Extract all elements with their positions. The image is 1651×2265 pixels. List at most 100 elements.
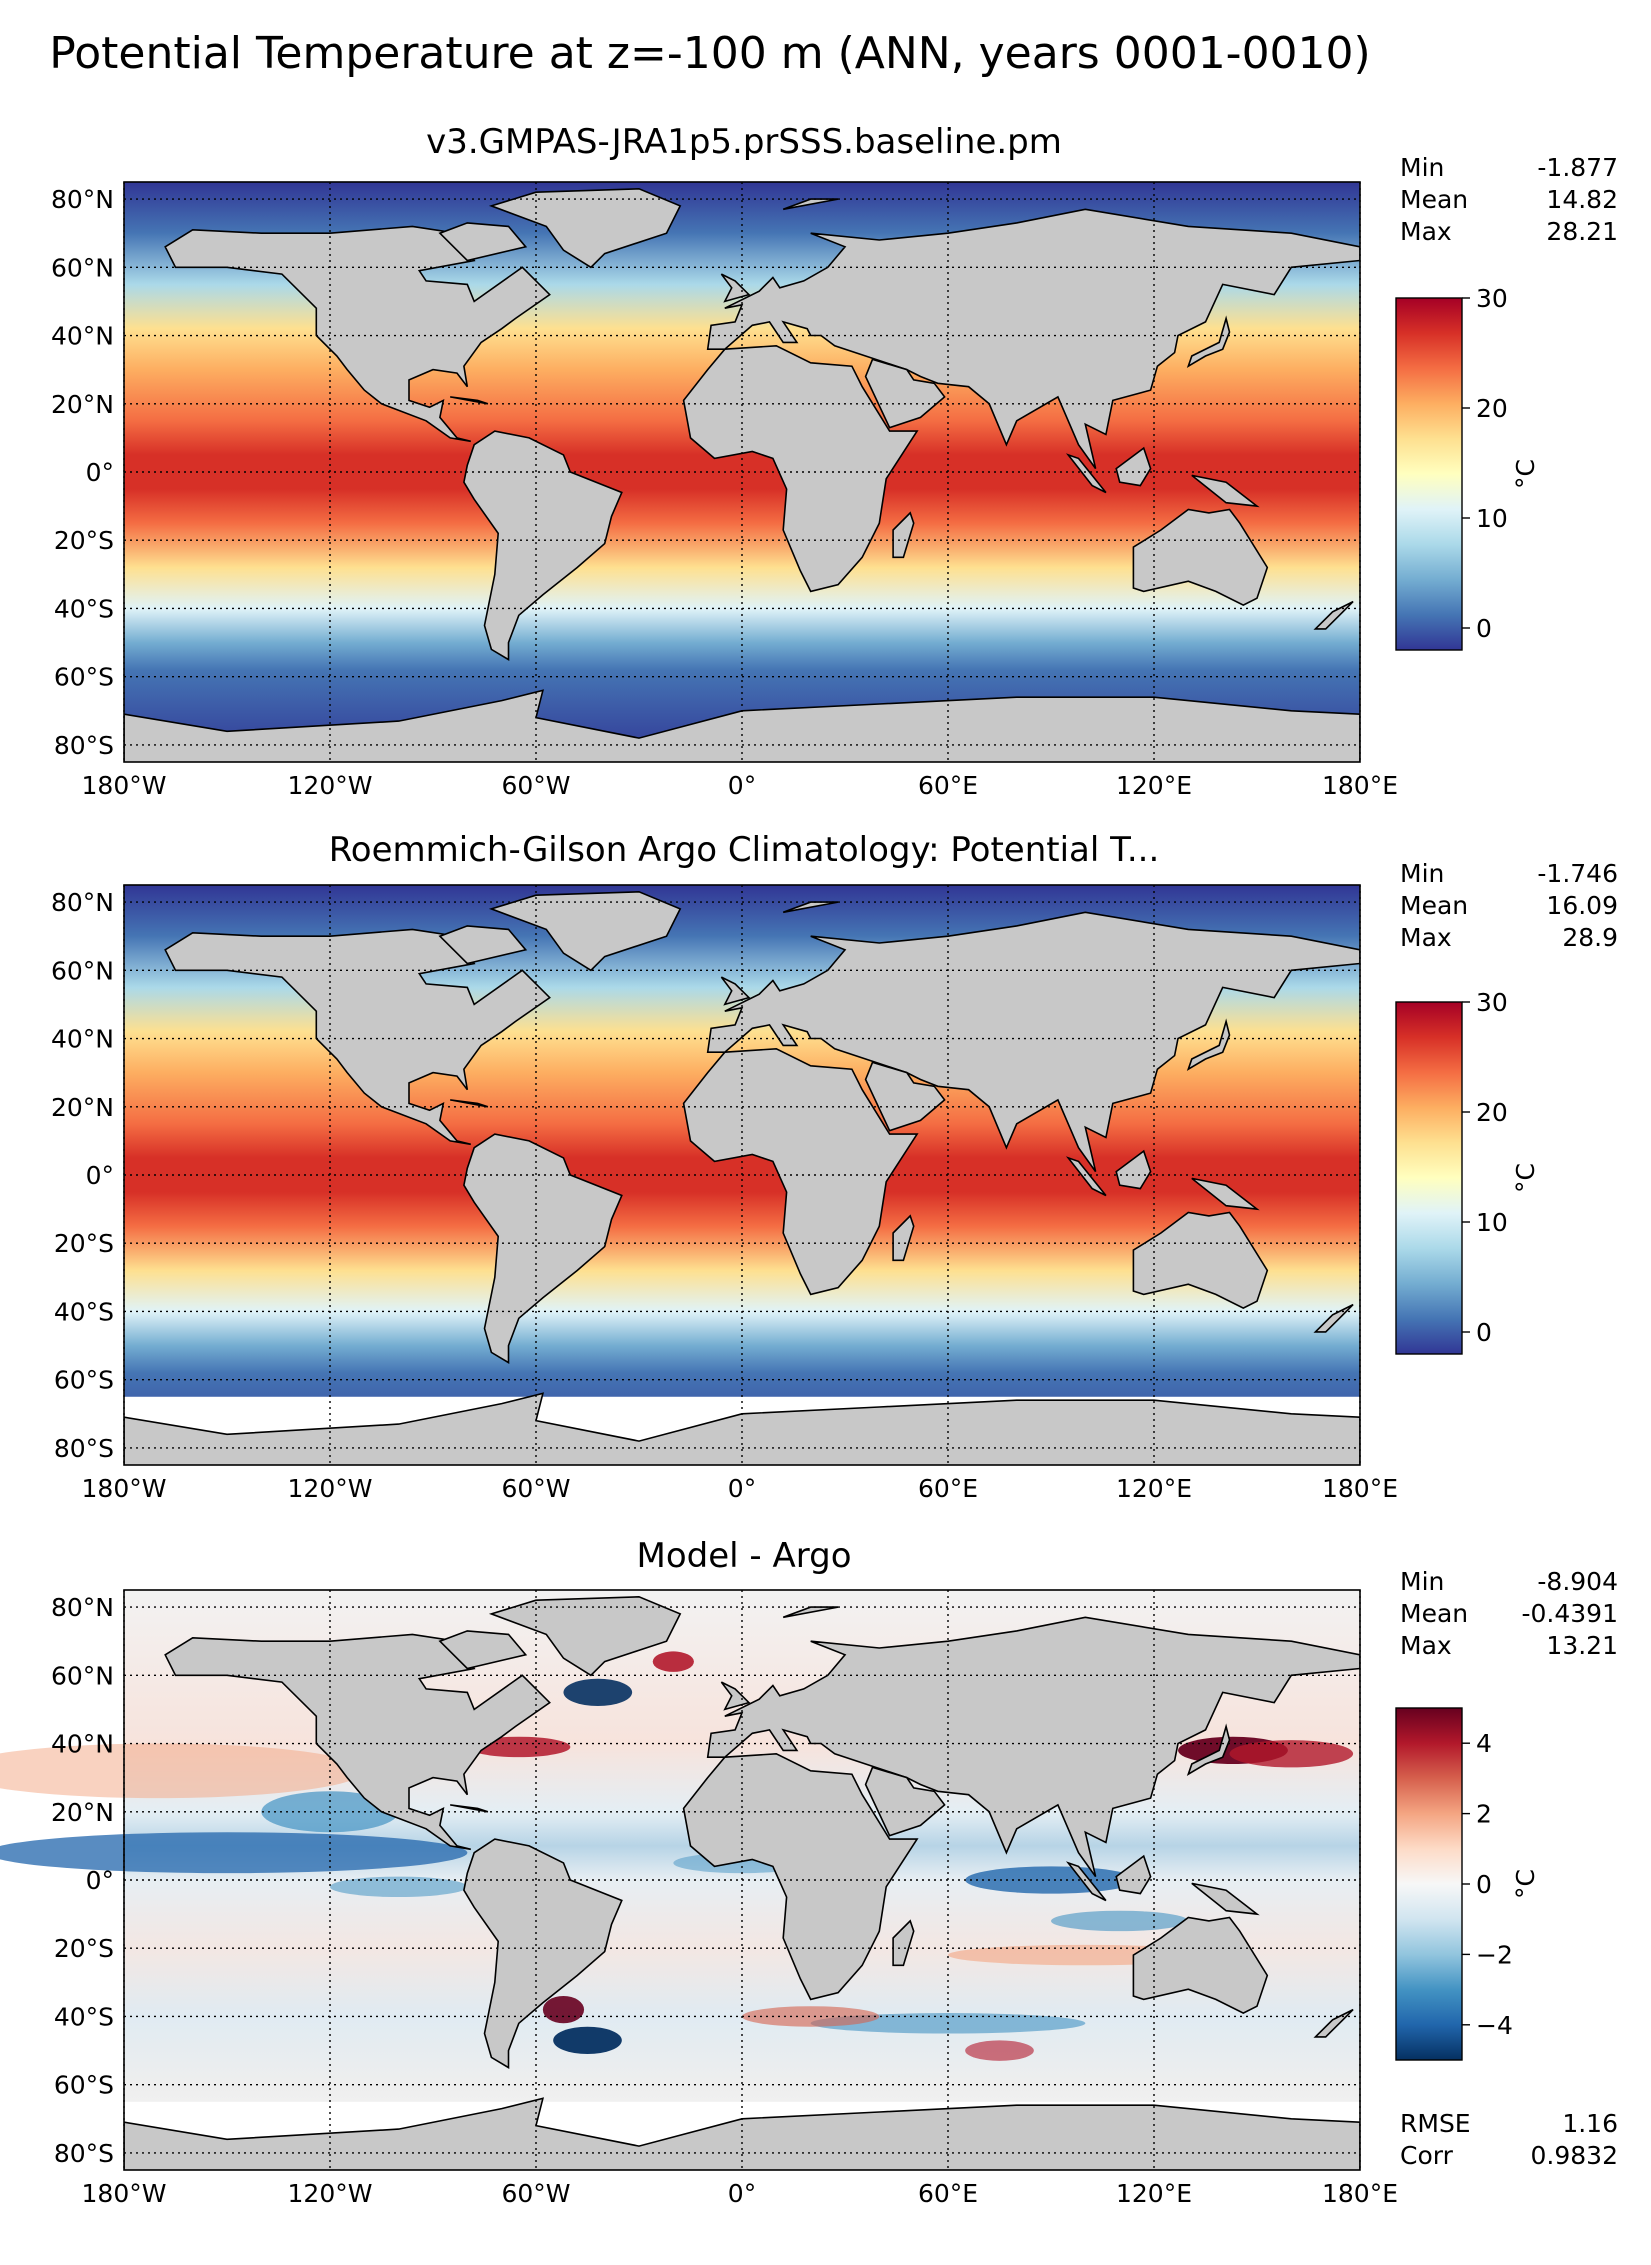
map-panel-2: 180°W 120°W 60°W 0° 60°E 120°E 180°E80°N60°N40… <box>0 1589 1540 2208</box>
anomaly-region <box>0 1832 468 1874</box>
land-sumatra <box>1065 453 1107 494</box>
y-tick-label: 80°S <box>54 2139 114 2168</box>
x-tick-label: 120°E <box>1116 2179 1192 2208</box>
anomaly-region <box>0 1743 365 1799</box>
land-australia <box>1132 1211 1269 1309</box>
land-africa <box>682 344 919 593</box>
y-tick-label: 20°S <box>54 526 114 555</box>
x-tick-label: 120°W <box>288 2179 373 2208</box>
y-tick-label: 60°N <box>51 253 114 282</box>
y-tick-label: 40°S <box>54 594 114 623</box>
land-eurasia <box>706 1616 1360 1878</box>
land-madagascar <box>892 511 915 559</box>
y-tick-label: 40°N <box>51 1730 114 1759</box>
land-borneo <box>1115 446 1152 487</box>
y-tick-label: 80°N <box>51 888 114 917</box>
land-eurasia <box>706 911 1360 1173</box>
x-tick-label: 0° <box>728 1474 756 1503</box>
x-tick-label: 60°W <box>501 1474 570 1503</box>
land-greenland <box>488 187 682 269</box>
land-cuba <box>450 1804 489 1813</box>
y-tick-label: 60°S <box>54 663 114 692</box>
map-frame <box>123 1589 1361 2171</box>
land-north-america <box>164 1633 551 1851</box>
x-tick-label: 60°E <box>918 2179 978 2208</box>
y-tick-label: 40°S <box>54 2002 114 2031</box>
land-sumatra <box>1065 1156 1107 1197</box>
anomaly-region <box>965 2040 1034 2061</box>
colorbar-tick-label: 4 <box>1476 1729 1492 1758</box>
colorbar-label: °C <box>1511 1869 1540 1899</box>
land-madagascar <box>892 1919 915 1967</box>
land-greenland <box>488 890 682 972</box>
land-south-america <box>463 1838 623 2070</box>
land-svalbard-franz-josef <box>782 198 839 211</box>
land-antarctica <box>124 689 1360 762</box>
land-south-america <box>463 1133 623 1365</box>
land-baffin-island <box>438 1630 528 1670</box>
colorbar-tick-label: 10 <box>1476 1208 1508 1237</box>
y-tick-label: 60°S <box>54 1366 114 1395</box>
land-north-america <box>164 928 551 1146</box>
anomaly-region <box>330 1876 468 1898</box>
x-tick-label: 180°W <box>82 2179 167 2208</box>
land-borneo <box>1115 1854 1152 1895</box>
land-svalbard-franz-josef <box>782 1606 839 1619</box>
x-tick-label: 180°E <box>1322 2179 1398 2208</box>
anomaly-region <box>965 1866 1137 1894</box>
y-tick-label: 40°N <box>51 1025 114 1054</box>
colorbar <box>1395 297 1463 651</box>
y-tick-label: 80°N <box>51 185 114 214</box>
anomaly-region <box>563 1678 633 1706</box>
land-australia <box>1132 1916 1269 2014</box>
colorbar-tick-label: 20 <box>1476 1098 1508 1127</box>
y-tick-label: 80°S <box>54 731 114 760</box>
anomaly-region <box>542 1996 585 2024</box>
land-arabia <box>864 358 946 429</box>
y-tick-label: 60°S <box>54 2071 114 2100</box>
colorbar-tick-label: −4 <box>1476 2011 1513 2040</box>
land-japan <box>1186 1018 1231 1071</box>
y-tick-label: 0° <box>86 458 114 487</box>
colorbar-tick-label: 10 <box>1476 504 1508 533</box>
y-tick-label: 40°N <box>51 322 114 351</box>
land-cuba <box>450 1099 489 1108</box>
land-baffin-island <box>438 222 528 262</box>
x-tick-label: 60°E <box>918 1474 978 1503</box>
figure-title: Potential Temperature at z=-100 m (ANN, … <box>49 28 1371 79</box>
land-baffin-island <box>438 925 528 965</box>
land-borneo <box>1115 1149 1152 1190</box>
x-tick-label: 0° <box>728 2179 756 2208</box>
x-tick-label: 60°W <box>501 771 570 800</box>
y-tick-label: 20°S <box>54 1229 114 1258</box>
colorbar-label: °C <box>1511 1163 1540 1193</box>
y-tick-label: 80°N <box>51 1593 114 1622</box>
land-new-guinea <box>1191 1882 1260 1916</box>
y-tick-label: 0° <box>86 1161 114 1190</box>
y-tick-label: 0° <box>86 1866 114 1895</box>
x-tick-label: 180°E <box>1322 771 1398 800</box>
land-uk <box>720 1681 751 1711</box>
land-antarctica <box>124 1392 1360 1465</box>
land-north-america <box>164 225 551 443</box>
land-uk <box>720 976 751 1006</box>
y-tick-label: 60°N <box>51 956 114 985</box>
anomaly-region <box>1229 1740 1354 1768</box>
land-cuba <box>450 396 489 405</box>
x-tick-label: 120°E <box>1116 1474 1192 1503</box>
map-panel-1: 180°W 120°W 60°W 0° 60°E 120°E 180°E 80°N 60°N 40… <box>51 884 1540 1503</box>
land-africa <box>682 1047 919 1296</box>
x-tick-label: 180°E <box>1322 1474 1398 1503</box>
anomaly-region <box>652 1651 694 1672</box>
colorbar-tick-label: 20 <box>1476 394 1508 423</box>
y-tick-label: 20°N <box>51 1093 114 1122</box>
land-eurasia <box>706 208 1360 470</box>
land-layer <box>124 1595 1360 2170</box>
x-tick-label: 120°W <box>288 771 373 800</box>
anomaly-region <box>742 2006 880 2027</box>
land-japan <box>1186 315 1231 368</box>
land-sumatra <box>1065 1861 1107 1902</box>
colorbar-tick-label: −2 <box>1476 1940 1513 1969</box>
colorbar-tick-label: 0 <box>1476 614 1492 643</box>
